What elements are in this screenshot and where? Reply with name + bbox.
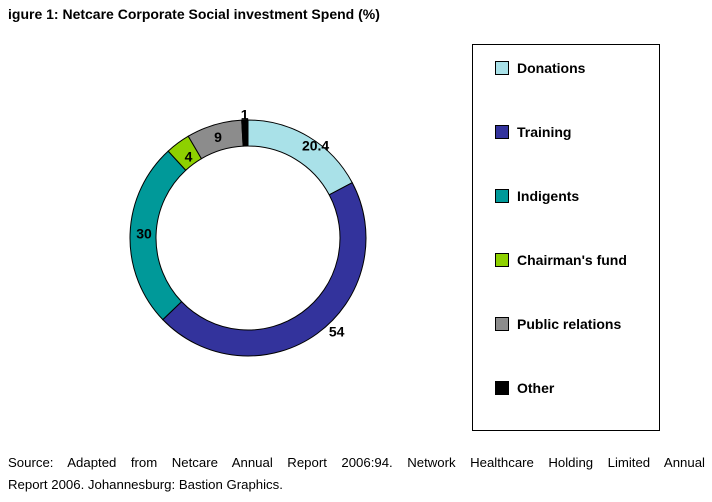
slice-label-public-relations: 9 <box>214 129 222 145</box>
legend-label-training: Training <box>517 124 572 140</box>
legend-item-other: Other <box>495 379 554 397</box>
slice-other <box>241 119 249 147</box>
legend-swatch-chairman-s-fund <box>495 253 509 267</box>
legend-item-indigents: Indigents <box>495 187 579 205</box>
chart-title: igure 1: Netcare Corporate Social invest… <box>8 6 380 22</box>
legend-item-public-relations: Public relations <box>495 315 621 333</box>
slice-label-chairman-s-fund: 4 <box>185 148 193 164</box>
slice-training <box>162 181 367 357</box>
slice-label-donations: 20.4 <box>302 138 329 154</box>
donut-chart: 20.4 54 30 4 9 1 <box>129 107 367 357</box>
donut-slices <box>129 119 367 357</box>
legend-swatch-indigents <box>495 189 509 203</box>
legend-label-indigents: Indigents <box>517 188 580 204</box>
legend-swatch-other <box>495 381 509 395</box>
slice-label-indigents: 30 <box>136 225 152 241</box>
legend: Donations Training Indigents Chairman's fun… <box>472 44 660 431</box>
slice-label-other: 1 <box>241 107 249 123</box>
slice-labels: 20.4 54 30 4 9 1 <box>136 107 344 340</box>
legend-swatch-public-relations <box>495 317 509 331</box>
legend-item-chairman-s-fund: Chairman's fund <box>495 251 627 269</box>
source-line-2: Report 2006. Johannesburg: Bastion Graph… <box>8 477 283 492</box>
slice-label-training: 54 <box>329 324 345 340</box>
source-line-1: Source: Adapted from Netcare Annual Repo… <box>8 455 705 470</box>
legend-label-other: Other <box>517 380 555 396</box>
legend-label-chairman-s-fund: Chairman's fund <box>517 252 627 268</box>
source-note: Source: Adapted from Netcare Annual Repo… <box>8 452 705 496</box>
legend-swatch-donations <box>495 61 509 75</box>
legend-label-public-relations: Public relations <box>517 316 622 332</box>
legend-label-donations: Donations <box>517 60 586 76</box>
legend-item-donations: Donations <box>495 59 585 77</box>
legend-swatch-training <box>495 125 509 139</box>
legend-item-training: Training <box>495 123 571 141</box>
slice-donations <box>247 119 353 196</box>
